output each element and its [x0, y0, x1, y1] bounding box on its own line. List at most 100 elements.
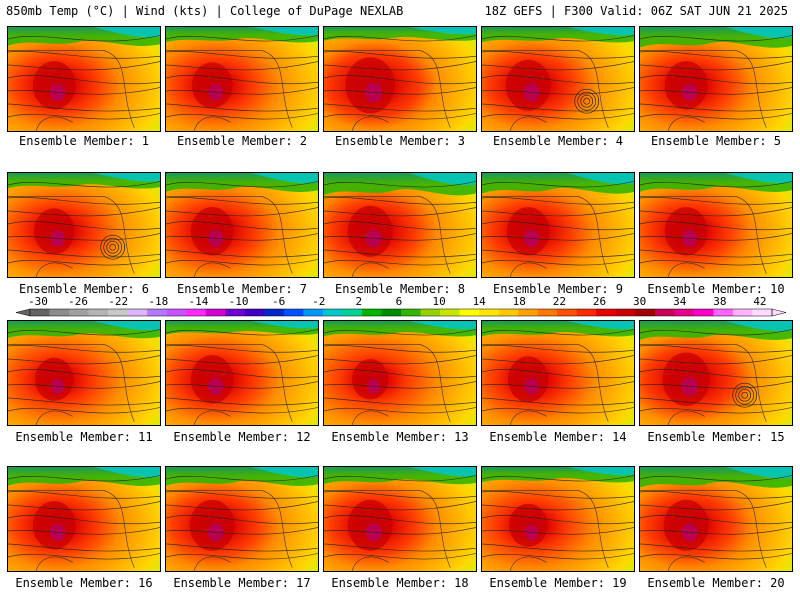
colorbar-swatch — [440, 309, 460, 316]
ensemble-member-label: Ensemble Member: 15 — [647, 430, 785, 444]
colorbar-swatch — [225, 309, 246, 316]
temperature-map — [8, 321, 160, 425]
colorbar-swatch — [537, 309, 558, 316]
colorbar-tick-label: -30 — [28, 295, 48, 308]
colorbar-swatch — [186, 309, 207, 316]
ensemble-map-panel — [481, 26, 635, 132]
colorbar-tick-label: 34 — [673, 295, 687, 308]
ensemble-member-label: Ensemble Member: 6 — [18, 282, 150, 296]
ensemble-map-panel — [323, 320, 477, 426]
ensemble-map-panel — [481, 466, 635, 572]
ensemble-map-panel — [481, 320, 635, 426]
colorbar-min-arrow — [15, 308, 31, 317]
colorbar-tick-label: 14 — [472, 295, 486, 308]
ensemble-member-label: Ensemble Member: 16 — [15, 576, 153, 590]
ensemble-member-label: Ensemble Member: 5 — [650, 134, 782, 148]
ensemble-map-panel — [7, 320, 161, 426]
colorbar-tick-label: -26 — [68, 295, 89, 308]
ensemble-map-panel — [165, 320, 319, 426]
ensemble-map-panel — [639, 466, 793, 572]
colorbar-swatch — [654, 309, 675, 316]
temperature-map — [482, 27, 634, 131]
temperature-map — [166, 173, 318, 277]
ensemble-member-label: Ensemble Member: 19 — [489, 576, 627, 590]
colorbar-swatch — [498, 309, 519, 316]
colorbar-swatch — [303, 309, 324, 316]
colorbar-swatch — [108, 309, 128, 316]
ensemble-member-label: Ensemble Member: 20 — [647, 576, 785, 590]
colorbar-graphic — [15, 308, 787, 317]
colorbar-swatch — [381, 309, 402, 316]
colorbar-swatch — [635, 309, 656, 316]
temperature-colorbar: -30 -26 -22 -18 -14 -10 -6 -2 2 6 10 14 18 22 26 30 34 38… — [0, 295, 800, 320]
ensemble-member-label: Ensemble Member: 8 — [334, 282, 466, 296]
ensemble-member-label: Ensemble Member: 11 — [15, 430, 153, 444]
temperature-map — [324, 321, 476, 425]
ensemble-map-panel — [165, 466, 319, 572]
temperature-map — [482, 173, 634, 277]
temperature-map — [166, 27, 318, 131]
colorbar-swatch — [264, 309, 285, 316]
ensemble-map-panel — [165, 172, 319, 278]
ensemble-map-panel — [323, 26, 477, 132]
colorbar-swatch — [361, 309, 382, 316]
ensemble-member-label: Ensemble Member: 17 — [173, 576, 311, 590]
run-valid-time: 18Z GEFS | F300 Valid: 06Z SAT JUN 21 20… — [484, 4, 788, 18]
colorbar-tick-label: -2 — [312, 295, 326, 308]
colorbar-swatch — [479, 309, 499, 316]
colorbar-tick-label: -14 — [188, 295, 209, 308]
colorbar-max-arrow — [771, 308, 787, 317]
colorbar-tick-label: 10 — [432, 295, 446, 308]
colorbar-swatch — [322, 309, 343, 316]
colorbar-swatch — [693, 309, 714, 316]
colorbar-swatch — [69, 309, 89, 316]
colorbar-swatch — [342, 309, 363, 316]
colorbar-tick-label: -22 — [108, 295, 129, 308]
colorbar-swatch — [147, 309, 167, 316]
colorbar-swatch — [713, 309, 734, 316]
ensemble-map-panel — [165, 26, 319, 132]
ensemble-map-panel — [7, 26, 161, 132]
colorbar-swatch — [420, 309, 441, 316]
colorbar-swatch — [205, 309, 226, 316]
colorbar-tick-label: 42 — [753, 295, 767, 308]
temperature-map — [640, 27, 792, 131]
colorbar-swatch — [596, 309, 617, 316]
colorbar-swatch — [732, 309, 753, 316]
colorbar-swatch — [30, 309, 50, 316]
ensemble-map-panel — [639, 172, 793, 278]
colorbar-swatch — [557, 309, 578, 316]
ensemble-map-panel — [323, 466, 477, 572]
colorbar-tick-label: 26 — [592, 295, 607, 308]
ensemble-member-label: Ensemble Member: 9 — [492, 282, 624, 296]
colorbar-swatch — [459, 309, 480, 316]
colorbar-swatch — [752, 309, 773, 316]
colorbar-swatch — [49, 309, 70, 316]
ensemble-map-panel — [639, 320, 793, 426]
colorbar-tick-label: 30 — [632, 295, 647, 308]
temperature-map — [166, 467, 318, 571]
ensemble-member-label: Ensemble Member: 1 — [18, 134, 150, 148]
ensemble-member-label: Ensemble Member: 13 — [331, 430, 469, 444]
colorbar-swatch — [576, 309, 597, 316]
temperature-map — [482, 467, 634, 571]
ensemble-member-label: Ensemble Member: 4 — [492, 134, 624, 148]
temperature-map — [640, 173, 792, 277]
colorbar-tick-label: 18 — [512, 295, 526, 308]
temperature-map — [8, 27, 160, 131]
temperature-map — [482, 321, 634, 425]
ensemble-map-panel — [7, 172, 161, 278]
colorbar-tick-label: 6 — [395, 295, 403, 308]
ensemble-member-label: Ensemble Member: 18 — [331, 576, 469, 590]
colorbar-swatch — [88, 309, 109, 316]
colorbar-tick-label: 22 — [552, 295, 567, 308]
colorbar-tick-label: 38 — [713, 295, 727, 308]
temperature-map — [324, 27, 476, 131]
ensemble-member-label: Ensemble Member: 2 — [176, 134, 308, 148]
colorbar-tick-label: 2 — [355, 295, 363, 308]
temperature-map — [8, 173, 160, 277]
ensemble-member-label: Ensemble Member: 12 — [173, 430, 311, 444]
temperature-map — [166, 321, 318, 425]
colorbar-swatch — [401, 309, 421, 316]
ensemble-member-label: Ensemble Member: 3 — [334, 134, 466, 148]
